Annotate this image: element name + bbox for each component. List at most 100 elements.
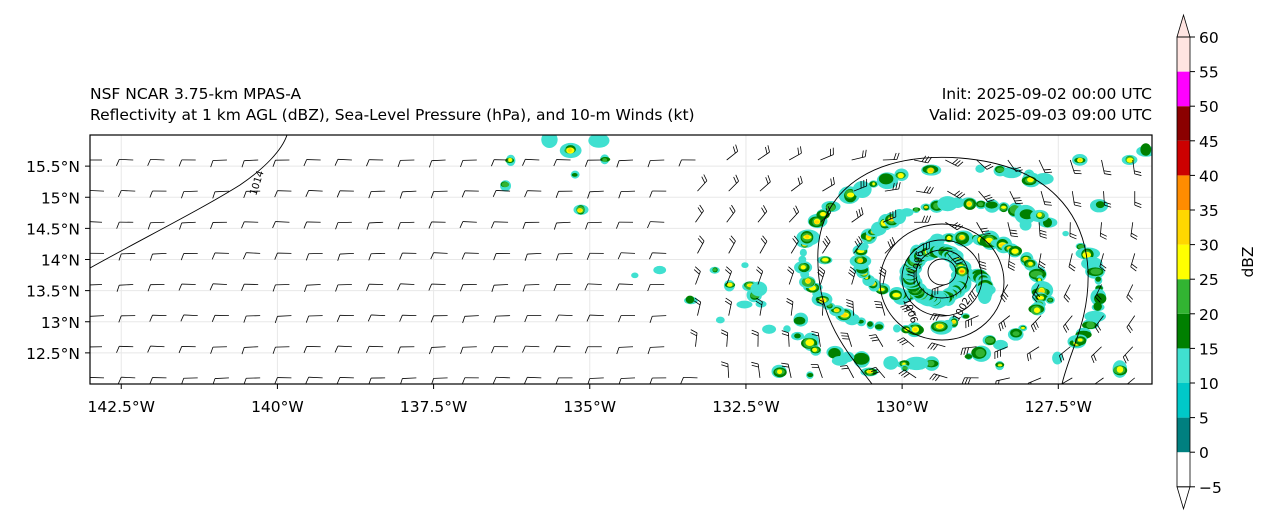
wind-barb — [336, 190, 354, 198]
wind-barb — [461, 252, 479, 260]
wind-barb — [1063, 284, 1071, 303]
convective-cell — [750, 281, 768, 297]
wind-barb — [1094, 284, 1102, 303]
isobar-outer — [817, 156, 1089, 384]
convective-cell — [541, 135, 558, 148]
wind-barb — [759, 175, 771, 192]
wind-barb — [790, 175, 803, 192]
wind-barb — [429, 159, 446, 168]
wind-barb — [241, 346, 259, 355]
wind-barb — [914, 215, 932, 223]
rainband-cell — [798, 255, 807, 264]
wind-barb — [787, 266, 795, 285]
colorbar-tick-label: 40 — [1199, 167, 1219, 185]
wind-barb — [209, 283, 227, 291]
wind-barb — [555, 190, 573, 199]
rainband-cell — [977, 202, 984, 207]
wind-barb — [118, 252, 136, 261]
wind-barb — [846, 299, 855, 316]
rainband-cell — [1090, 268, 1102, 275]
rainband-cell — [867, 321, 873, 327]
lat-tick-label: 12.5°N — [26, 345, 80, 363]
wind-barb — [118, 376, 136, 384]
storm-eye — [927, 270, 946, 289]
wind-barb — [647, 346, 665, 355]
wind-barb — [618, 190, 636, 199]
wind-barb — [759, 235, 768, 254]
isobar-1006 — [879, 223, 1005, 341]
wind-barb — [586, 314, 604, 322]
rainband-cell — [1077, 244, 1085, 249]
wind-barb — [693, 266, 701, 285]
wind-barb — [397, 283, 415, 291]
lat-tick-label: 14°N — [41, 252, 80, 270]
rainband-cell — [857, 258, 864, 263]
wind-barb — [1000, 284, 1009, 303]
colorbar-segment — [1177, 37, 1190, 72]
wind-barb — [1068, 253, 1076, 272]
wind-barb — [274, 190, 292, 198]
map-gridlines — [90, 135, 1152, 384]
wind-barb — [751, 329, 759, 347]
wind-barb — [462, 315, 479, 324]
convective-cell — [567, 148, 572, 153]
rainband-cell — [799, 248, 807, 257]
wind-barb — [995, 377, 1010, 384]
wind-barb — [898, 369, 917, 379]
rainband-cell — [834, 308, 839, 312]
wind-barb — [336, 377, 354, 384]
wind-barb — [914, 155, 932, 164]
wind-barb — [522, 158, 540, 166]
wind-barb — [428, 221, 446, 229]
colorbar-segment — [1177, 244, 1190, 280]
convective-cell — [1116, 366, 1124, 373]
convective-cell — [1077, 338, 1083, 342]
wind-barb — [491, 346, 509, 354]
colorbar-segment — [1177, 140, 1190, 176]
wind-barb — [553, 345, 571, 353]
wind-barb — [756, 266, 764, 285]
wind-barb — [931, 284, 946, 297]
wind-barb — [179, 221, 196, 230]
wind-barb — [1126, 315, 1136, 334]
wind-barb — [786, 298, 794, 316]
wind-barb — [491, 284, 509, 292]
colorbar-segment — [1177, 175, 1190, 210]
wind-barb — [524, 190, 542, 198]
lon-tick-label: 127.5°W — [1025, 398, 1092, 416]
colorbar-segment — [1177, 313, 1190, 349]
wind-barb — [853, 236, 863, 254]
wind-barb — [272, 221, 290, 229]
rainband-cell — [1093, 301, 1102, 311]
wind-barb — [178, 346, 196, 354]
wind-barb — [851, 207, 864, 223]
rainband-cell — [1037, 295, 1045, 300]
wind-barb — [147, 284, 165, 292]
wind-barb — [210, 346, 227, 354]
wind-barb — [337, 252, 354, 261]
rainband-cell — [1037, 278, 1041, 282]
wind-barb — [820, 206, 832, 223]
wind-barb — [757, 205, 768, 223]
wind-barb — [947, 190, 966, 199]
rainband-cell — [1011, 248, 1019, 254]
wind-barb — [366, 283, 384, 291]
wind-barb — [680, 376, 698, 384]
colorbar-tick-label: 15 — [1199, 340, 1219, 358]
wind-barb — [853, 178, 868, 192]
wind-barb — [149, 190, 167, 198]
wind-barb — [690, 329, 698, 347]
lon-tick-label: 137.5°W — [400, 398, 467, 416]
wind-barb — [522, 345, 540, 353]
wind-barb — [334, 345, 352, 353]
convective-cell — [726, 282, 733, 287]
wind-barb — [90, 252, 105, 255]
wind-barb — [90, 315, 105, 318]
convective-cell — [807, 373, 814, 378]
rainband-cell — [913, 327, 918, 332]
rainband-cell — [853, 352, 870, 365]
rainband-cell — [1001, 205, 1007, 209]
wind-barb — [459, 221, 477, 229]
isobar-1014 — [90, 135, 288, 269]
